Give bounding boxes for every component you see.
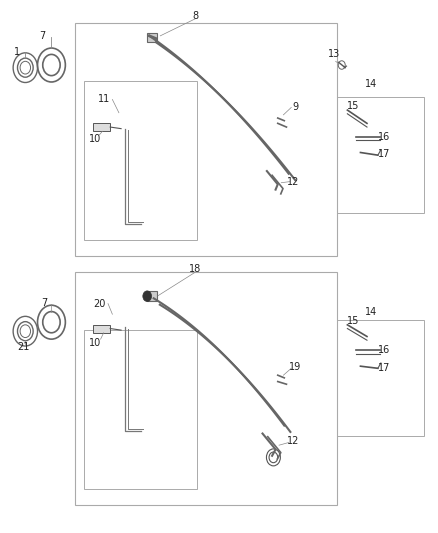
Bar [84, 81, 197, 240]
Text: 12: 12 [287, 176, 299, 187]
Text: 17: 17 [378, 149, 391, 159]
Text: 14: 14 [365, 306, 378, 317]
Bar [336, 319, 424, 436]
Text: 21: 21 [17, 342, 29, 352]
Text: 13: 13 [328, 50, 340, 59]
Text: 12: 12 [287, 437, 299, 447]
Bar [336, 97, 424, 214]
Bar [75, 22, 336, 256]
Bar [93, 325, 110, 333]
Text: 16: 16 [378, 132, 391, 142]
Text: 7: 7 [41, 297, 47, 308]
Bar [147, 292, 157, 301]
Text: 18: 18 [189, 264, 201, 274]
Text: 9: 9 [292, 102, 298, 112]
Text: 17: 17 [378, 364, 391, 373]
Text: 16: 16 [378, 345, 391, 356]
Text: 14: 14 [365, 78, 378, 88]
Text: 10: 10 [89, 338, 101, 349]
Text: 10: 10 [89, 134, 101, 144]
Text: 7: 7 [39, 31, 46, 41]
Text: 20: 20 [93, 298, 106, 309]
Text: 11: 11 [98, 94, 110, 104]
Text: 15: 15 [347, 316, 359, 326]
Text: 1: 1 [14, 47, 20, 56]
Bar [93, 123, 110, 131]
Text: 8: 8 [192, 11, 198, 21]
Bar [147, 33, 157, 42]
Bar [75, 272, 336, 505]
Text: 15: 15 [347, 101, 359, 111]
Circle shape [143, 291, 152, 302]
Bar [84, 330, 197, 489]
Text: 19: 19 [289, 362, 301, 372]
